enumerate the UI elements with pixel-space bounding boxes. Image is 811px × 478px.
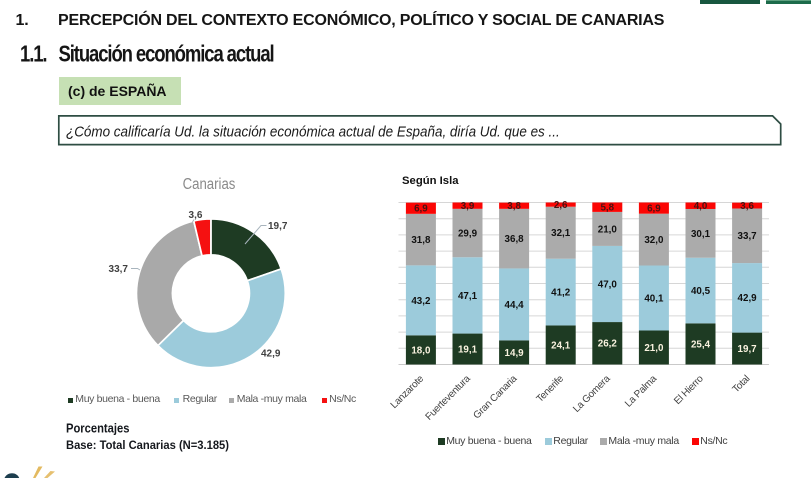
svg-text:La Palma: La Palma [623,373,659,409]
svg-text:6,9: 6,9 [414,204,428,215]
svg-text:21,0: 21,0 [644,343,664,354]
svg-text:3,6: 3,6 [740,201,754,212]
svg-text:29,9: 29,9 [458,228,478,239]
svg-text:30,1: 30,1 [691,229,711,240]
svg-text:3,6: 3,6 [189,210,203,221]
svg-text:40,5: 40,5 [691,286,711,297]
svg-text:Lanzarote: Lanzarote [389,373,427,411]
svg-text:6,9: 6,9 [647,203,661,214]
svg-text:21,0: 21,0 [598,224,618,235]
svg-text:31,8: 31,8 [411,235,431,246]
svg-text:33,7: 33,7 [109,264,129,275]
svg-text:3,8: 3,8 [507,201,521,212]
svg-text:18,0: 18,0 [411,345,431,356]
svg-text:32,1: 32,1 [551,228,571,239]
svg-text:43,2: 43,2 [411,296,431,307]
svg-text:42,9: 42,9 [738,293,758,304]
svg-text:19,1: 19,1 [458,344,478,355]
svg-text:40,1: 40,1 [644,293,664,304]
svg-text:Fuerteventura: Fuerteventura [424,373,474,423]
svg-text:2,6: 2,6 [554,200,568,211]
svg-text:19,7: 19,7 [738,344,758,355]
svg-text:5,8: 5,8 [600,203,614,214]
svg-text:Tenerife: Tenerife [535,373,567,405]
svg-text:3,9: 3,9 [461,201,475,212]
svg-text:32,0: 32,0 [644,235,664,246]
svg-text:La Gomera: La Gomera [571,373,613,415]
svg-text:26,2: 26,2 [598,339,618,350]
svg-text:Gran Canaria: Gran Canaria [472,373,520,421]
svg-text:19,7: 19,7 [268,221,288,232]
svg-text:47,0: 47,0 [598,279,618,290]
svg-text:36,8: 36,8 [505,234,525,245]
svg-text:42,9: 42,9 [261,349,281,360]
svg-text:4,0: 4,0 [694,201,708,212]
svg-text:44,4: 44,4 [505,300,525,311]
svg-text:14,9: 14,9 [505,348,525,359]
svg-text:24,1: 24,1 [551,340,571,351]
svg-text:33,7: 33,7 [738,231,758,242]
svg-text:25,4: 25,4 [691,339,711,350]
svg-text:Total: Total [731,374,753,396]
svg-text:41,2: 41,2 [551,287,571,298]
svg-text:El Hierro: El Hierro [672,373,706,407]
svg-text:47,1: 47,1 [458,291,478,302]
